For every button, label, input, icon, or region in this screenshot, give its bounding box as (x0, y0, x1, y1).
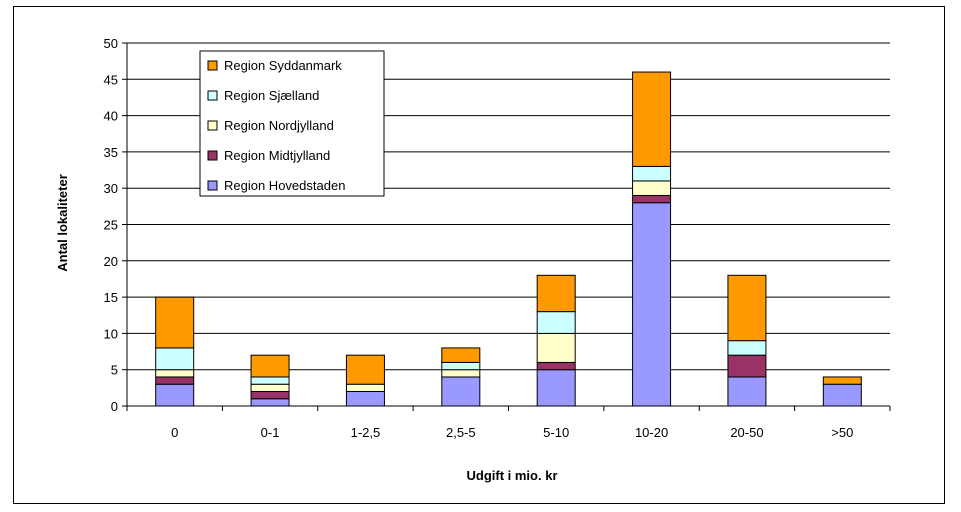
bar-segment (155, 296, 195, 349)
x-tick-label: 1-2,5 (351, 425, 381, 440)
y-tick-label: 10 (104, 326, 118, 341)
x-tick-label: 0-1 (261, 425, 280, 440)
bar-segment (345, 390, 385, 407)
y-tick-label: 5 (111, 363, 118, 378)
y-tick-label: 30 (104, 181, 118, 196)
bar-segment (250, 398, 290, 407)
y-axis-title: Antal lokaliteter (55, 174, 70, 272)
y-tick-label: 25 (104, 218, 118, 233)
bar-segment (822, 376, 862, 385)
bar-segment (536, 332, 576, 363)
legend-label: Region Hovedstaden (224, 178, 345, 193)
chart-frame (13, 6, 945, 504)
bar-segment (632, 202, 672, 407)
legend: Region Syddanmark Region Sjælland Region N… (199, 50, 385, 197)
legend-swatch (207, 60, 218, 71)
legend-swatch (207, 180, 218, 191)
bar-segment (632, 180, 672, 196)
legend-label: Region Sjælland (224, 88, 319, 103)
bar-segment (155, 347, 195, 371)
bar-segment (250, 376, 290, 385)
bar-segment (250, 383, 290, 392)
bar-segment (155, 369, 195, 378)
bar-segment (536, 311, 576, 334)
legend-box (199, 50, 385, 197)
bar-segment (250, 390, 290, 400)
bar-segment (441, 347, 481, 363)
bar-segment (250, 354, 290, 378)
bar-segment (536, 361, 576, 371)
bar-segment (632, 165, 672, 182)
x-tick-label: >50 (831, 425, 853, 440)
bars (155, 71, 862, 407)
y-tick-label: 50 (104, 36, 118, 51)
x-tick-label: 20-50 (730, 425, 763, 440)
legend-swatch (207, 150, 218, 161)
y-tick-label: 15 (104, 290, 118, 305)
bar-segment (727, 340, 767, 356)
bar-segment (345, 354, 385, 385)
bar-segment (727, 354, 767, 378)
legend-swatch (207, 120, 218, 131)
bar-segment (727, 274, 767, 342)
y-tick-label: 0 (111, 399, 118, 414)
y-tick-label: 40 (104, 109, 118, 124)
bar-segment (345, 383, 385, 392)
legend-label: Region Nordjylland (224, 118, 334, 133)
legend-label: Region Midtjylland (224, 148, 330, 163)
legend-label: Region Syddanmark (224, 58, 342, 73)
bar-segment (441, 376, 481, 407)
x-tick-label: 10-20 (635, 425, 668, 440)
bar-segment (632, 194, 672, 204)
bar-segment (536, 369, 576, 407)
bar-segment (155, 376, 195, 385)
bar-segment (822, 383, 862, 407)
y-tick-label: 20 (104, 254, 118, 269)
y-tick-labels: 0 5 10 15 20 25 30 35 40 45 50 (104, 36, 127, 414)
bar-segment (536, 274, 576, 313)
bar-segment (155, 383, 195, 407)
x-tick-labels: 0 0-1 1-2,5 2,5-5 5-10 10-20 20-50 >50 (126, 406, 891, 440)
bar-segment (441, 369, 481, 378)
y-tick-label: 45 (104, 72, 118, 87)
legend-swatch (207, 90, 218, 101)
bar-segment (632, 71, 672, 167)
bar-segment (441, 361, 481, 371)
y-tick-label: 35 (104, 145, 118, 160)
x-tick-label: 5-10 (543, 425, 569, 440)
x-axis-title: Udgift i mio. kr (467, 468, 558, 483)
bar-segment (727, 376, 767, 407)
x-tick-label: 2,5-5 (446, 425, 476, 440)
x-tick-label: 0 (171, 425, 178, 440)
